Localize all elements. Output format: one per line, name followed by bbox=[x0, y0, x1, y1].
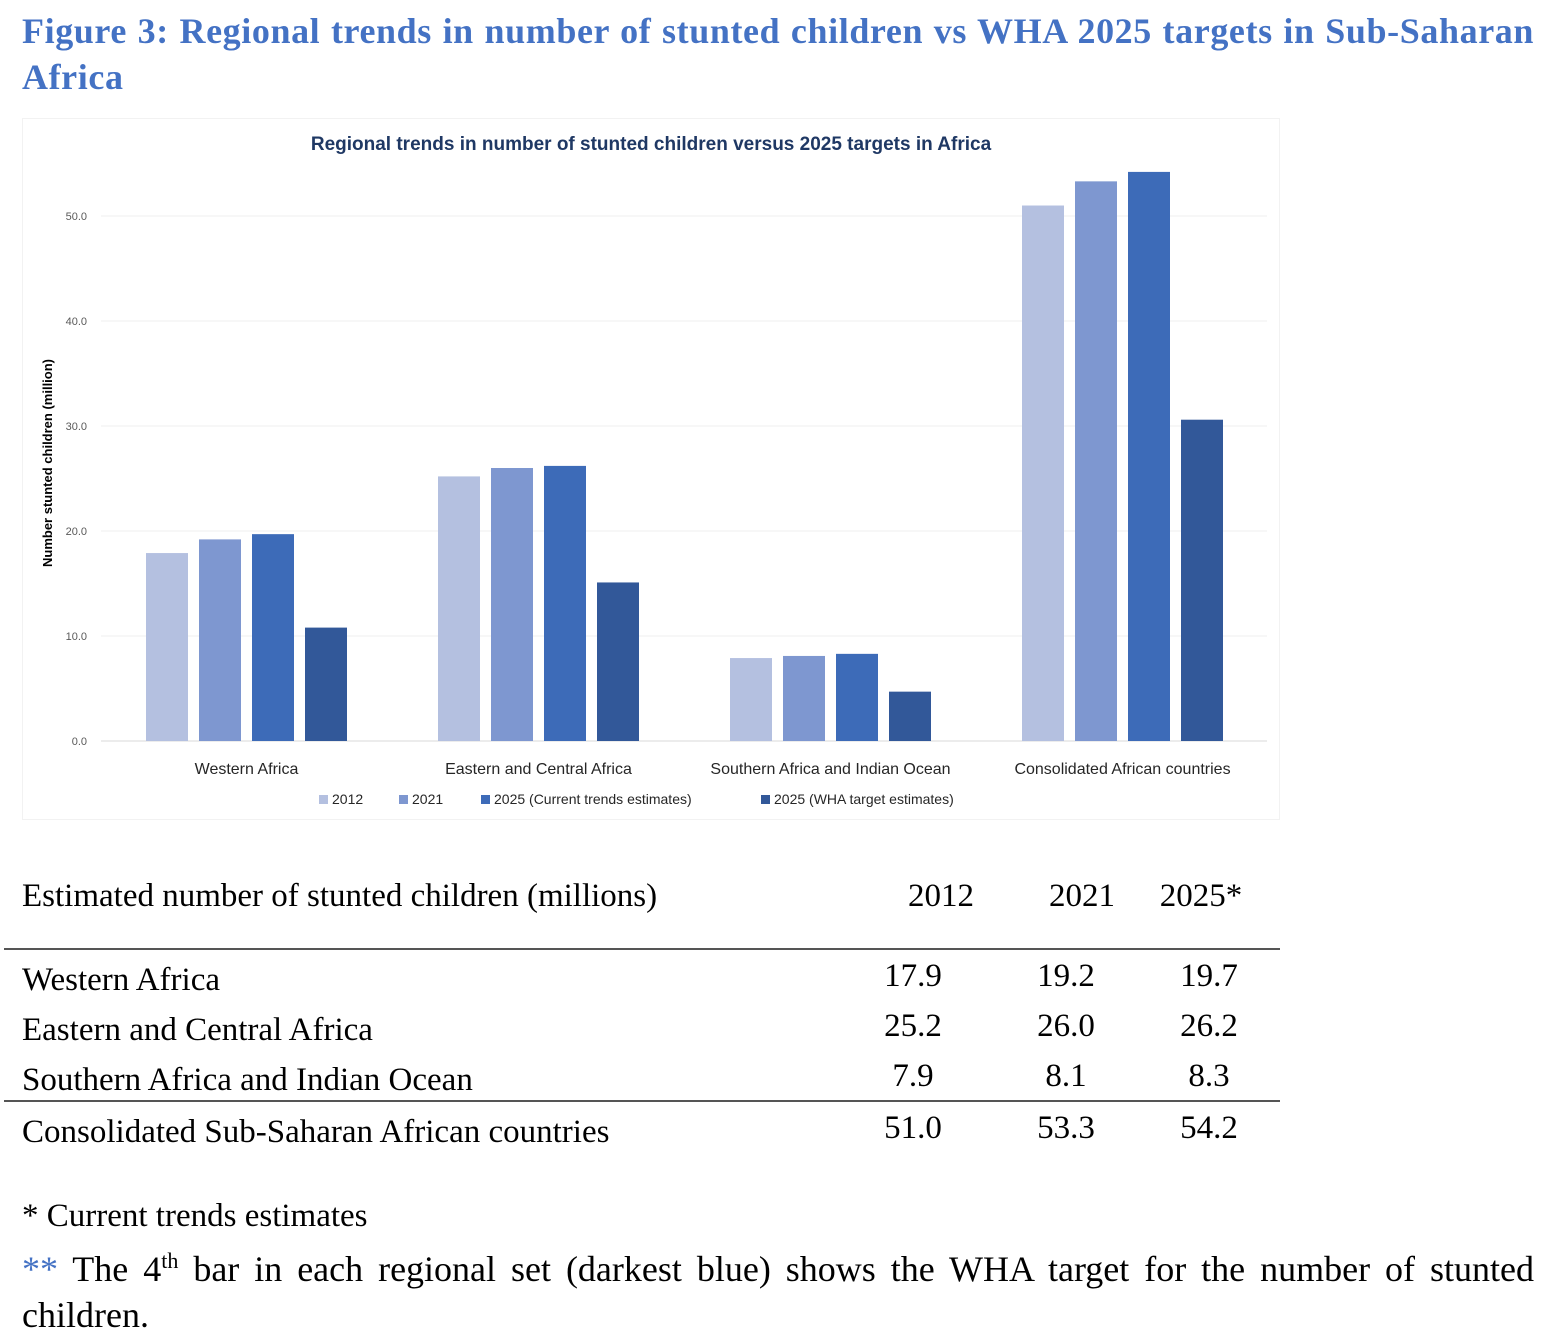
y-tick-label: 50.0 bbox=[66, 211, 87, 223]
bar-3-consolidated-african-countries bbox=[1128, 171, 1170, 741]
y-tick-label: 20.0 bbox=[66, 526, 87, 538]
table-col-header-2021: 2021 bbox=[1049, 878, 1115, 914]
chart-title: Regional trends in number of stunted chi… bbox=[311, 134, 992, 155]
bar-1-southern-africa-and-indian-ocean bbox=[730, 658, 772, 741]
bar-3-southern-africa-and-indian-ocean bbox=[836, 653, 878, 741]
row-value-2021: 19.2 bbox=[1037, 958, 1095, 994]
legend-label: 2012 bbox=[332, 791, 363, 807]
table-col-header-2012: 2012 bbox=[908, 878, 974, 914]
bar-3-eastern-and-central-africa bbox=[544, 465, 586, 741]
bar-2-western-africa bbox=[199, 539, 241, 741]
row-value-2021: 8.1 bbox=[1045, 1058, 1087, 1094]
bar-3-western-africa bbox=[252, 534, 294, 741]
legend-swatch bbox=[399, 795, 408, 804]
bar-chart: Regional trends in number of stunted chi… bbox=[40, 134, 1267, 807]
y-tick-label: 10.0 bbox=[66, 631, 87, 643]
table-header-rule bbox=[4, 948, 1280, 950]
footnote-current-trends: * Current trends estimates bbox=[22, 1198, 368, 1234]
row-value-2025: 26.2 bbox=[1180, 1008, 1238, 1044]
footnote-wha-target: ** The 4th bar in each regional set (dar… bbox=[22, 1238, 1534, 1338]
bar-1-consolidated-african-countries bbox=[1022, 205, 1064, 741]
x-category-label: Southern Africa and Indian Ocean bbox=[710, 761, 950, 778]
bar-1-western-africa bbox=[146, 553, 188, 741]
x-category-label: Consolidated African countries bbox=[1014, 761, 1230, 778]
y-axis-label: Number stunted children (million) bbox=[40, 359, 55, 567]
bar-2-eastern-and-central-africa bbox=[491, 468, 533, 741]
bar-4-consolidated-african-countries bbox=[1181, 419, 1223, 741]
row-label: Western Africa bbox=[22, 962, 220, 998]
total-row-label: Consolidated Sub-Saharan African countri… bbox=[22, 1114, 610, 1150]
legend-swatch bbox=[319, 795, 328, 804]
bar-4-western-africa bbox=[305, 627, 347, 741]
legend-label: 2025 (Current trends estimates) bbox=[494, 791, 692, 807]
row-value-2012: 17.9 bbox=[884, 958, 942, 994]
legend-label: 2025 (WHA target estimates) bbox=[774, 791, 954, 807]
row-label: Southern Africa and Indian Ocean bbox=[22, 1062, 473, 1098]
row-value-2021: 26.0 bbox=[1037, 1008, 1095, 1044]
bar-2-consolidated-african-countries bbox=[1075, 181, 1117, 742]
bar-4-eastern-and-central-africa bbox=[597, 582, 639, 741]
footnote-text-post: bar in each regional set (darkest blue) … bbox=[22, 1249, 1534, 1335]
row-value-2025: 19.7 bbox=[1180, 958, 1238, 994]
figure-title: Figure 3: Regional trends in number of s… bbox=[22, 11, 1534, 97]
bar-4-southern-africa-and-indian-ocean bbox=[889, 691, 931, 741]
row-value-2012: 25.2 bbox=[884, 1008, 942, 1044]
total-value-2021: 53.3 bbox=[1037, 1110, 1095, 1146]
chart-container: Regional trends in number of stunted chi… bbox=[22, 118, 1280, 820]
x-category-label: Eastern and Central Africa bbox=[445, 761, 632, 778]
total-value-2025: 54.2 bbox=[1180, 1110, 1238, 1146]
bar-2-southern-africa-and-indian-ocean bbox=[783, 655, 825, 741]
row-label: Eastern and Central Africa bbox=[22, 1012, 373, 1048]
total-value-2012: 51.0 bbox=[884, 1110, 942, 1146]
footnote-marker: ** bbox=[22, 1249, 58, 1289]
y-tick-label: 0.0 bbox=[72, 736, 87, 748]
table-total-rule bbox=[4, 1100, 1280, 1102]
legend-swatch bbox=[761, 795, 770, 804]
footnote-text-pre: The 4 bbox=[58, 1249, 162, 1289]
bar-1-eastern-and-central-africa bbox=[438, 476, 480, 741]
legend-label: 2021 bbox=[412, 791, 443, 807]
y-tick-label: 30.0 bbox=[66, 421, 87, 433]
table-header-label: Estimated number of stunted children (mi… bbox=[22, 878, 658, 914]
legend-swatch bbox=[481, 795, 490, 804]
table-col-header-2025: 2025* bbox=[1159, 878, 1243, 914]
y-tick-label: 40.0 bbox=[66, 316, 87, 328]
row-value-2025: 8.3 bbox=[1188, 1058, 1230, 1094]
footnote-superscript: th bbox=[161, 1248, 179, 1273]
x-category-label: Western Africa bbox=[195, 761, 299, 778]
row-value-2012: 7.9 bbox=[892, 1058, 934, 1094]
